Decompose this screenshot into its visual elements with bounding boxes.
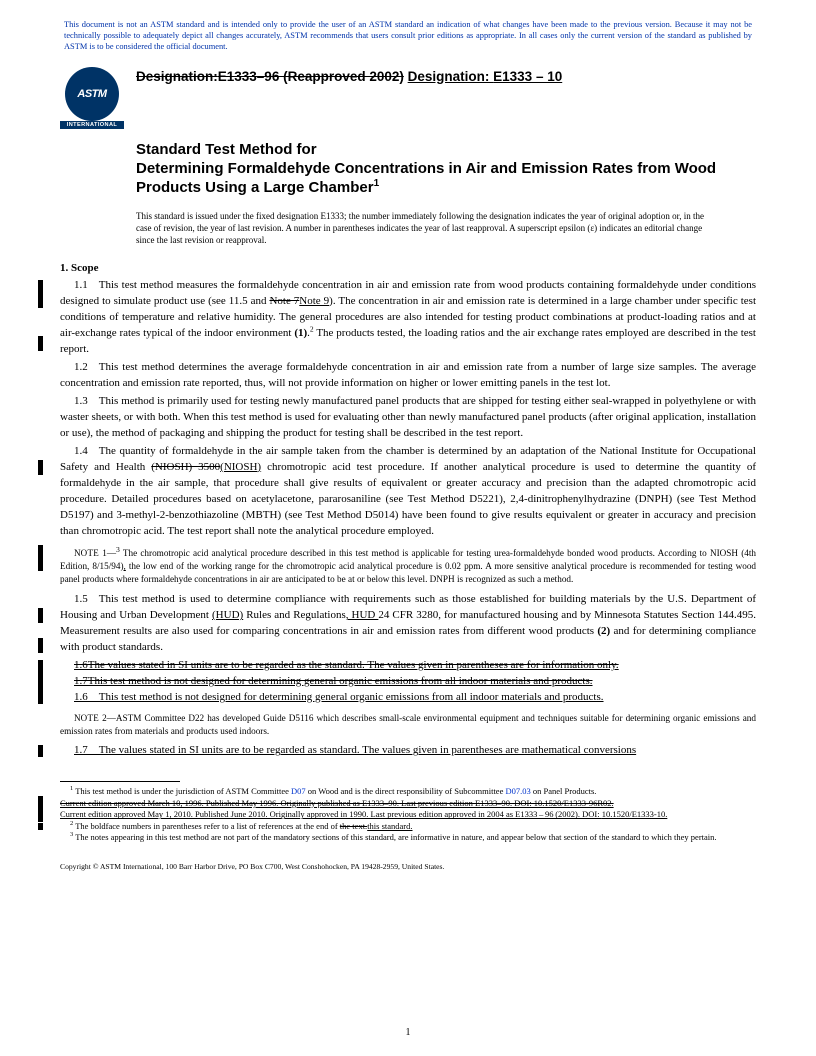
- designation-new-prefix: Designation:: [408, 69, 494, 84]
- astm-logo: ASTM INTERNATIONAL: [60, 67, 124, 131]
- para-1-4: 1.4 The quantity of formaldehyde in the …: [60, 444, 756, 540]
- header-row: ASTM INTERNATIONAL Designation:E1333–96 …: [60, 67, 756, 131]
- footnote-rule: [60, 781, 180, 782]
- astm-logo-subtext: INTERNATIONAL: [60, 121, 124, 129]
- astm-logo-text: ASTM: [65, 67, 119, 121]
- link-d07[interactable]: D07: [291, 786, 306, 796]
- para-1-6-1-7-revised: 1.6The values stated in SI units are to …: [60, 658, 756, 706]
- designation-old: E1333–96 (Reapproved 2002): [218, 69, 404, 84]
- title-lead: Standard Test Method for: [136, 141, 756, 160]
- designation-line: Designation:E1333–96 (Reapproved 2002) D…: [136, 69, 562, 84]
- title-block: Standard Test Method for Determining For…: [136, 141, 756, 198]
- para-1-3: 1.3 This method is primarily used for te…: [60, 394, 756, 442]
- footnote-1: 1 This test method is under the jurisdic…: [60, 786, 756, 820]
- designation-old-prefix: Designation:: [136, 69, 218, 84]
- para-1-1: 1.1 This test method measures the formal…: [60, 278, 756, 358]
- note-2: NOTE 2—ASTM Committee D22 has developed …: [60, 712, 756, 738]
- footnote-2: 2 The boldface numbers in parentheses re…: [60, 821, 756, 832]
- header-notice: This document is not an ASTM standard an…: [60, 20, 756, 53]
- scope-heading: 1. Scope: [60, 262, 756, 274]
- para-1-7-new: 1.7 The values stated in SI units are to…: [60, 743, 756, 759]
- copyright: Copyright © ASTM International, 100 Barr…: [60, 862, 756, 871]
- footnote-3: 3 The notes appearing in this test metho…: [60, 832, 756, 843]
- title-main: Determining Formaldehyde Concentrations …: [136, 160, 756, 199]
- para-1-5: 1.5 This test method is used to determin…: [60, 592, 756, 656]
- link-d07-03[interactable]: D07.03: [505, 786, 530, 796]
- designation-new: E1333 – 10: [493, 69, 562, 84]
- para-1-2: 1.2 This test method determines the aver…: [60, 360, 756, 392]
- page-number: 1: [0, 1027, 816, 1038]
- note-1: NOTE 1—3 The chromotropic acid analytica…: [60, 545, 756, 586]
- issued-note: This standard is issued under the fixed …: [136, 210, 716, 246]
